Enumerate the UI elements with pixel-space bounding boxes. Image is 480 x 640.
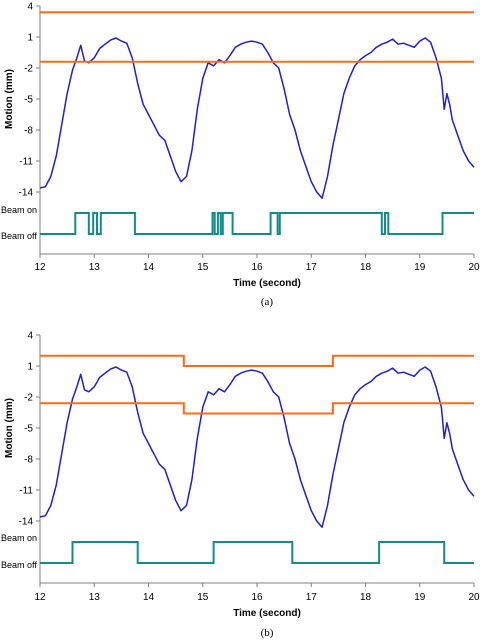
y-tick-label: -8 [24,455,33,466]
y-tick-label: -14 [19,188,34,199]
y-tick-label: -11 [19,157,33,168]
x-tick-label: 12 [34,592,46,603]
y-tick-label: 4 [27,331,33,342]
x-tick-label: 17 [306,262,318,273]
panel-label: (a) [261,296,274,308]
x-tick-label: 12 [34,262,46,273]
x-tick-label: 16 [251,262,263,273]
x-tick-label: 13 [89,592,101,603]
x-tick-label: 18 [360,592,372,603]
beam-gating-series [40,212,474,235]
y-tick-label: -8 [24,126,33,137]
y-tick-label: 1 [27,33,33,44]
x-axis-title: Time (second) [233,608,301,619]
motion-series [39,37,475,199]
x-tick-label: 13 [89,262,101,273]
x-tick-label: 18 [360,262,372,273]
chart-panel-b: 4 1 -2 -5 -8 -11 -14 12 13 14 15 16 17 18 19 20 Beam on B… [1,331,480,640]
y-tick-label: -5 [24,424,33,435]
y-tick-label: 4 [27,2,33,13]
beam-off-label: Beam off [1,231,37,241]
panel-label: (b) [261,627,274,639]
x-tick-label: 16 [251,592,263,603]
x-tick-label: 14 [143,262,155,273]
x-axis-title: Time (second) [233,278,301,289]
x-tick-label: 20 [468,262,480,273]
x-tick-label: 14 [143,592,155,603]
beam-gating-series [40,541,474,564]
threshold-lower-series [40,402,474,415]
x-tick-label: 15 [197,262,209,273]
threshold-upper-series [40,354,474,367]
beam-on-label: Beam on [1,533,37,543]
chart-panel-a: 4 1 -2 -5 -8 -11 -14 12 13 14 15 16 17 18 19 20 Beam on B… [1,2,480,309]
x-tick-label: 20 [468,592,480,603]
y-tick-label: -11 [19,486,33,497]
y-tick-label: -5 [24,95,33,106]
beam-on-label: Beam on [1,205,37,215]
x-tick-label: 19 [414,262,426,273]
y-tick-label: 1 [27,362,33,373]
y-tick-label: -14 [19,517,34,528]
y-tick-label: -2 [24,64,33,75]
y-tick-label: -2 [24,393,33,404]
x-tick-label: 17 [306,592,318,603]
x-tick-label: 19 [414,592,426,603]
beam-off-label: Beam off [1,560,37,570]
motion-series [39,366,475,528]
y-axis-title: Motion (mm) [4,398,15,458]
y-axis-title: Motion (mm) [4,69,15,129]
x-tick-label: 15 [197,592,209,603]
